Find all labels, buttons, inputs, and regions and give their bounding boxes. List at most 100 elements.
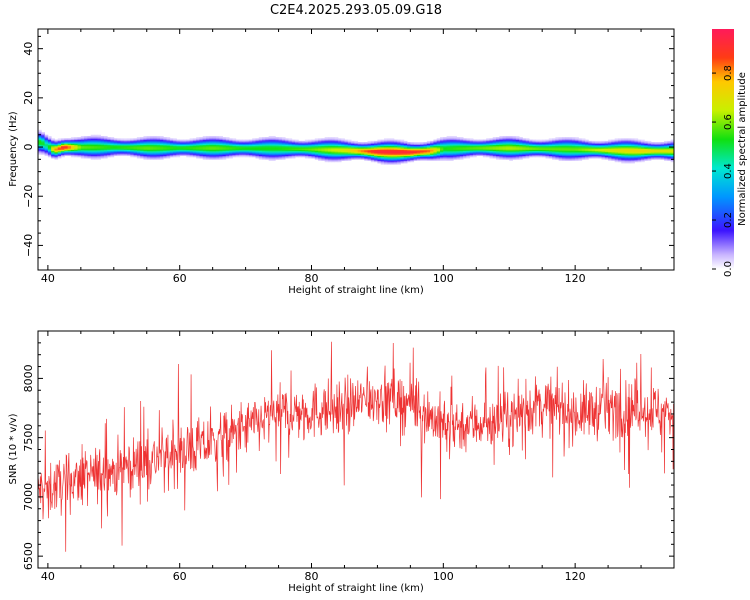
spectrogram-cell — [561, 151, 566, 154]
spectrogram-cell — [374, 159, 378, 161]
spectrogram-cell — [634, 159, 639, 161]
spectrogram-cell — [380, 151, 385, 154]
spectrogram-cell — [331, 140, 335, 143]
spectrogram-cell — [463, 151, 467, 154]
spectrogram-cell — [169, 140, 174, 143]
spectrogram-cell — [123, 150, 128, 153]
spectrogram-cell — [476, 140, 480, 143]
spectrogram-cell — [627, 158, 632, 160]
spectrogram-cell — [334, 159, 339, 161]
spectrogram-cell — [271, 153, 276, 155]
spectrogram-cell — [430, 143, 434, 145]
spectrogram-cell — [265, 139, 270, 142]
spectrogram-cell — [255, 143, 260, 145]
spectrogram-cell — [225, 142, 230, 144]
spectrogram-frame — [37, 28, 675, 271]
spectrogram-cell — [604, 145, 609, 148]
spectrogram-cell — [166, 155, 171, 158]
spectrogram-cell — [107, 140, 111, 143]
spectrogram-cell — [245, 143, 250, 145]
spectrogram-cell — [509, 143, 513, 145]
spectrogram-cell — [472, 150, 477, 153]
spectrogram-cell — [206, 151, 210, 154]
spectrogram-cell — [196, 156, 200, 159]
spectrogram-cell — [660, 142, 665, 144]
spectrogram-cell — [314, 151, 319, 154]
spectrogram-cell — [100, 148, 105, 150]
spectrogram-cell — [314, 150, 319, 153]
spectrogram-cell — [47, 155, 52, 158]
spectrogram-cell — [436, 139, 441, 142]
spectrogram-cell — [581, 151, 586, 154]
spectrogram-cell — [466, 142, 471, 144]
spectrogram-cell — [74, 139, 78, 142]
spectrogram-cell — [561, 140, 566, 143]
spectrogram-cell — [486, 150, 490, 153]
spectrogram-cell — [647, 151, 652, 154]
spectrogram-cell — [624, 139, 629, 142]
spectrogram-cell — [311, 145, 316, 148]
spectrogram-cell — [209, 151, 214, 154]
spectrogram-cell — [341, 159, 345, 161]
spectrogram-cell — [552, 151, 556, 154]
spectrogram-cell — [443, 159, 448, 161]
spectrogram-cell — [324, 137, 329, 139]
spectrogram-cell — [446, 145, 451, 148]
spectrogram-cell — [126, 140, 131, 143]
spectrogram-cell — [107, 153, 111, 155]
spectrogram-cell — [239, 155, 243, 158]
spectrogram-cell — [608, 159, 612, 161]
spectrogram-cell — [601, 156, 606, 159]
spectrogram-cell — [637, 150, 642, 153]
spectrogram-cell — [393, 154, 398, 157]
spectrogram-cell — [644, 147, 649, 149]
spectrogram-cell — [209, 140, 214, 143]
spectrogram-cell — [235, 153, 240, 155]
colorbar-tick-label: 0.2 — [723, 212, 734, 228]
spectrogram-cell — [84, 135, 88, 138]
spectrogram-cell — [456, 158, 461, 160]
spectrogram-cell — [443, 153, 448, 155]
spectrogram-cell — [107, 154, 111, 157]
spectrogram-cell — [189, 148, 194, 150]
spectrogram-cell — [173, 139, 177, 142]
spectrogram-cell — [295, 145, 299, 148]
spectrogram-cell — [67, 140, 72, 143]
spectrogram-cell — [552, 148, 556, 150]
spectrogram-cell — [440, 140, 444, 143]
spectrogram-cell — [51, 150, 55, 153]
spectrogram-cell — [512, 135, 517, 138]
spectrogram-cell — [390, 163, 395, 165]
spectrogram-cell — [186, 154, 190, 157]
spectrogram-cell — [515, 149, 520, 152]
spectrogram-cell — [631, 156, 635, 159]
spectrogram-cell — [621, 158, 625, 160]
spectrogram-cell — [374, 153, 378, 155]
spectrogram-cell — [502, 135, 507, 138]
spectrogram-cell — [166, 137, 171, 139]
spectrogram-cell — [54, 139, 59, 142]
spectrogram-cell — [529, 155, 533, 158]
spectrogram-cell — [364, 153, 368, 155]
spectrogram-cell — [594, 156, 599, 159]
spectrogram-cell — [463, 138, 467, 141]
spectrogram-cell — [505, 149, 510, 152]
spectrogram-cell — [38, 148, 42, 150]
spectrogram-cell — [489, 147, 494, 149]
spectrogram-cell — [61, 145, 65, 148]
spectrogram-cell — [285, 150, 289, 153]
spectrogram-cell — [57, 149, 62, 152]
spectrogram-cell — [146, 142, 151, 144]
spectrogram-cell — [466, 154, 471, 157]
spectrogram-cell — [354, 151, 359, 154]
spectrogram-cell — [176, 140, 181, 143]
spectrogram-cell — [535, 150, 540, 153]
spectrogram-cell — [140, 143, 144, 145]
spectrogram-cell — [617, 156, 622, 159]
spectrogram-cell — [449, 153, 454, 155]
spectrogram-cell — [410, 145, 415, 148]
spectrogram-cell — [113, 145, 118, 148]
spectrogram-cell — [469, 143, 474, 145]
spectrogram-cell — [604, 156, 609, 159]
spectrogram-cell — [212, 139, 217, 142]
